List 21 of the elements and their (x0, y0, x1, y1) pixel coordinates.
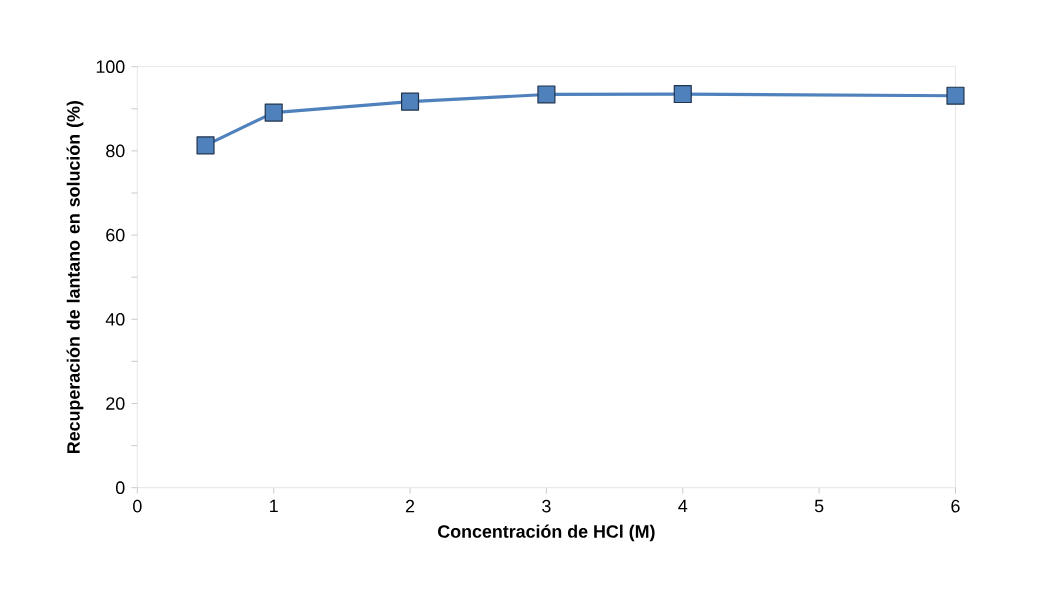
x-tick-label: 5 (814, 499, 824, 513)
y-tick-label: 100 (96, 60, 125, 73)
x-tick-label: 6 (951, 499, 960, 513)
x-tick-label: 0 (133, 499, 142, 513)
x-tick-label: 2 (405, 499, 415, 513)
x-tick-label: 3 (542, 499, 551, 513)
point (400, 92, 420, 111)
x-tick-label: 4 (678, 499, 688, 513)
point (673, 84, 692, 104)
x-tick-label: 1 (270, 499, 278, 513)
point (946, 86, 965, 105)
point (264, 103, 283, 122)
point (196, 136, 215, 155)
x-axis-title: Concentración de HCl (M) (438, 524, 655, 542)
y-tick-label: 0 (115, 481, 125, 494)
point (537, 85, 556, 104)
y-tick-label: 20 (106, 397, 125, 410)
y-axis-title: Recuperación de lantano en solución (%) (66, 101, 84, 453)
y-tick-label: 40 (105, 312, 125, 326)
y-tick-label: 80 (106, 144, 125, 158)
y-tick-label: 60 (106, 228, 125, 242)
